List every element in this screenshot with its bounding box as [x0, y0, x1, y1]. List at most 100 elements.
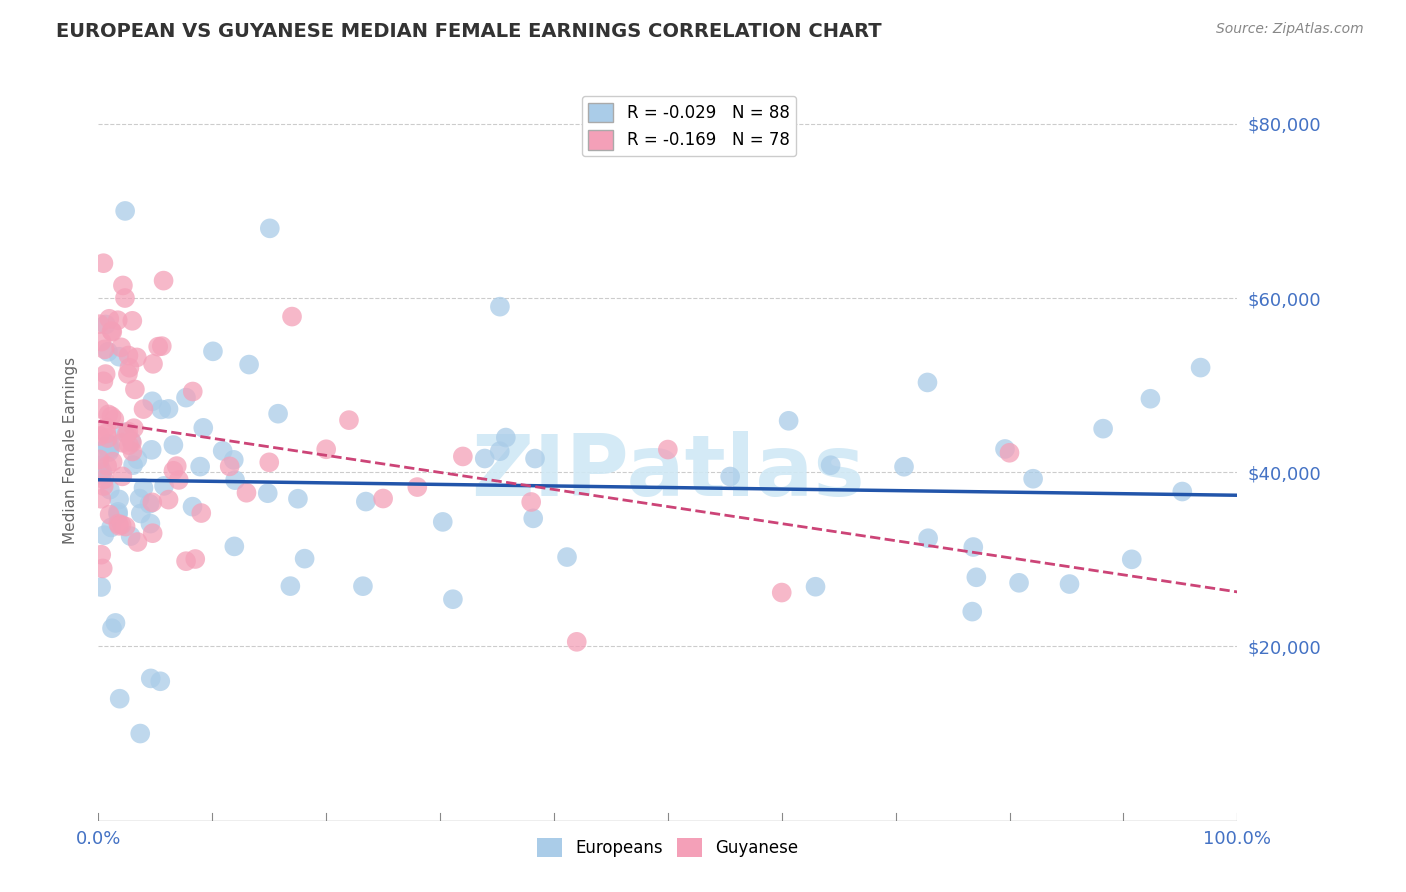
- Europeans: [917, 531, 939, 545]
- Europeans: [98, 437, 121, 451]
- Guyanese: [281, 310, 304, 324]
- Guyanese: [96, 458, 118, 473]
- Europeans: [96, 440, 118, 454]
- Guyanese: [371, 491, 394, 506]
- Europeans: [97, 344, 120, 359]
- Guyanese: [181, 384, 204, 399]
- Guyanese: [337, 413, 360, 427]
- Europeans: [960, 605, 983, 619]
- Europeans: [1022, 472, 1045, 486]
- Europeans: [128, 491, 150, 506]
- Guyanese: [96, 426, 118, 441]
- Guyanese: [97, 408, 120, 422]
- Europeans: [162, 438, 184, 452]
- Guyanese: [114, 291, 136, 305]
- Guyanese: [141, 495, 163, 509]
- Text: ZIPatlas: ZIPatlas: [471, 431, 865, 514]
- Guyanese: [89, 429, 111, 443]
- Europeans: [153, 479, 176, 493]
- Europeans: [718, 469, 741, 483]
- Guyanese: [118, 438, 141, 452]
- Guyanese: [110, 517, 132, 532]
- Europeans: [89, 458, 111, 473]
- Europeans: [1092, 422, 1115, 436]
- Guyanese: [98, 311, 121, 326]
- Europeans: [188, 459, 211, 474]
- Guyanese: [124, 383, 146, 397]
- Europeans: [112, 425, 135, 440]
- Europeans: [90, 468, 112, 483]
- Guyanese: [90, 491, 112, 506]
- Europeans: [108, 492, 131, 507]
- Guyanese: [166, 459, 188, 474]
- Legend: Europeans, Guyanese: Europeans, Guyanese: [531, 831, 804, 864]
- Guyanese: [174, 554, 197, 568]
- Guyanese: [107, 516, 129, 531]
- Guyanese: [125, 351, 148, 365]
- Guyanese: [162, 464, 184, 478]
- Europeans: [181, 500, 204, 514]
- Guyanese: [235, 485, 257, 500]
- Europeans: [98, 442, 121, 456]
- Europeans: [994, 442, 1017, 456]
- Guyanese: [90, 334, 112, 349]
- Guyanese: [94, 420, 117, 434]
- Guyanese: [657, 442, 679, 457]
- Guyanese: [451, 450, 474, 464]
- Europeans: [141, 442, 163, 457]
- Europeans: [489, 300, 512, 314]
- Guyanese: [127, 535, 149, 549]
- Guyanese: [93, 256, 115, 270]
- Europeans: [91, 465, 114, 479]
- Europeans: [201, 344, 224, 359]
- Guyanese: [101, 455, 124, 469]
- Europeans: [157, 401, 180, 416]
- Europeans: [114, 203, 136, 218]
- Text: EUROPEAN VS GUYANESE MEDIAN FEMALE EARNINGS CORRELATION CHART: EUROPEAN VS GUYANESE MEDIAN FEMALE EARNI…: [56, 22, 882, 41]
- Guyanese: [111, 278, 134, 293]
- Guyanese: [93, 343, 115, 357]
- Europeans: [1059, 577, 1081, 591]
- Europeans: [138, 497, 160, 511]
- Europeans: [222, 453, 245, 467]
- Europeans: [474, 451, 496, 466]
- Europeans: [211, 443, 233, 458]
- Europeans: [287, 491, 309, 506]
- Europeans: [224, 473, 246, 487]
- Europeans: [522, 511, 544, 525]
- Guyanese: [111, 469, 134, 483]
- Europeans: [104, 615, 127, 630]
- Europeans: [256, 486, 278, 500]
- Europeans: [1171, 484, 1194, 499]
- Europeans: [150, 402, 173, 417]
- Guyanese: [89, 401, 111, 416]
- Guyanese: [998, 446, 1021, 460]
- Europeans: [354, 494, 377, 508]
- Guyanese: [90, 548, 112, 562]
- Europeans: [101, 621, 124, 635]
- Europeans: [129, 726, 152, 740]
- Guyanese: [146, 340, 169, 354]
- Europeans: [280, 579, 302, 593]
- Europeans: [94, 318, 117, 332]
- Guyanese: [91, 561, 114, 575]
- Europeans: [98, 483, 121, 497]
- Europeans: [432, 515, 454, 529]
- Europeans: [267, 407, 290, 421]
- Europeans: [122, 458, 145, 472]
- Europeans: [488, 444, 510, 458]
- Guyanese: [101, 325, 124, 339]
- Europeans: [820, 458, 842, 473]
- Guyanese: [97, 431, 120, 445]
- Guyanese: [93, 374, 115, 388]
- Europeans: [555, 549, 578, 564]
- Europeans: [132, 481, 155, 495]
- Europeans: [524, 451, 547, 466]
- Guyanese: [114, 519, 136, 533]
- Europeans: [441, 592, 464, 607]
- Guyanese: [93, 472, 115, 486]
- Guyanese: [190, 506, 212, 520]
- Europeans: [149, 674, 172, 689]
- Europeans: [224, 540, 246, 554]
- Guyanese: [218, 459, 240, 474]
